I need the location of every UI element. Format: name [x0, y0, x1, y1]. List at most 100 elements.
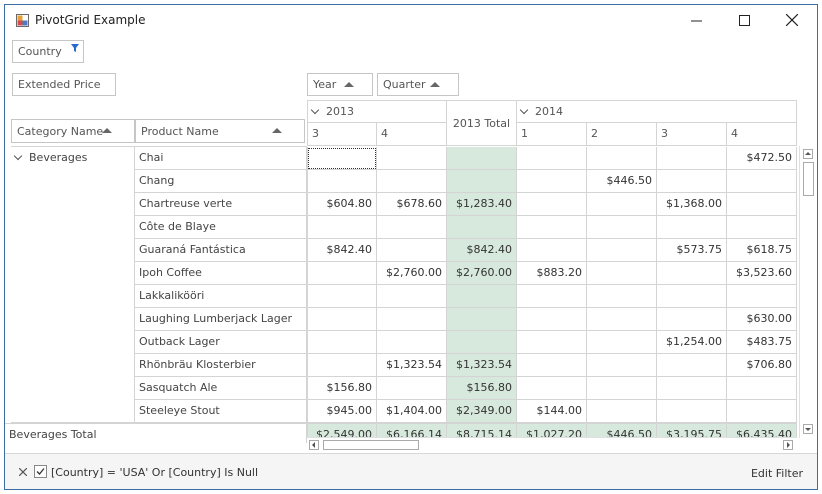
data-cell[interactable]: $573.75: [657, 239, 727, 262]
row-header-product[interactable]: Ipoh Coffee: [135, 262, 307, 285]
column-header-quarter[interactable]: 1: [517, 123, 587, 146]
filter-enabled-checkbox[interactable]: [34, 465, 47, 478]
row-header-product[interactable]: Chartreuse verte: [135, 193, 307, 216]
data-cell[interactable]: [377, 377, 447, 400]
data-cell[interactable]: [727, 216, 797, 239]
data-cell[interactable]: [307, 170, 377, 193]
chevron-down-icon[interactable]: [310, 105, 320, 115]
data-cell[interactable]: $156.80: [447, 377, 517, 400]
scroll-right-icon[interactable]: [783, 440, 793, 450]
data-cell[interactable]: $1,323.54: [447, 354, 517, 377]
data-cell[interactable]: [307, 285, 377, 308]
data-cell[interactable]: [517, 285, 587, 308]
data-cell[interactable]: $604.80: [307, 193, 377, 216]
filter-expression[interactable]: [Country] = 'USA' Or [Country] Is Null: [51, 466, 259, 479]
data-cell[interactable]: $842.40: [307, 239, 377, 262]
column-header-quarter[interactable]: 3: [307, 123, 377, 146]
data-cell[interactable]: [657, 262, 727, 285]
data-cell[interactable]: [447, 331, 517, 354]
row-field-category-name[interactable]: Category Name: [11, 119, 135, 143]
scroll-up-icon[interactable]: [803, 149, 813, 159]
data-cell[interactable]: [447, 147, 517, 170]
data-cell[interactable]: [517, 377, 587, 400]
data-cell[interactable]: [657, 354, 727, 377]
data-cell[interactable]: [587, 262, 657, 285]
data-cell[interactable]: $2,760.00: [447, 262, 517, 285]
data-cell[interactable]: [447, 216, 517, 239]
data-cell[interactable]: $2,760.00: [377, 262, 447, 285]
data-cell[interactable]: [517, 147, 587, 170]
data-cell[interactable]: $1,254.00: [657, 331, 727, 354]
data-cell[interactable]: [377, 216, 447, 239]
maximize-button[interactable]: [721, 5, 767, 35]
chevron-down-icon[interactable]: [519, 105, 529, 115]
data-cell[interactable]: [307, 354, 377, 377]
data-cell[interactable]: [587, 193, 657, 216]
column-field-year[interactable]: Year: [307, 73, 373, 96]
data-cell[interactable]: [657, 285, 727, 308]
data-cell[interactable]: $483.75: [727, 331, 797, 354]
horizontal-scroll-thumb[interactable]: [323, 440, 419, 450]
data-cell[interactable]: $706.80: [727, 354, 797, 377]
data-cell[interactable]: [587, 377, 657, 400]
column-header-quarter[interactable]: 3: [657, 123, 727, 146]
column-header-year-2013[interactable]: 2013: [307, 100, 447, 123]
data-field-extended-price[interactable]: Extended Price: [12, 73, 116, 96]
data-cell[interactable]: $3,523.60: [727, 262, 797, 285]
data-cell[interactable]: [307, 262, 377, 285]
data-cell[interactable]: [447, 170, 517, 193]
data-cell[interactable]: [657, 147, 727, 170]
data-cell[interactable]: $1,404.00: [377, 400, 447, 423]
data-cell[interactable]: [587, 354, 657, 377]
minimize-button[interactable]: [673, 5, 719, 35]
column-header-quarter[interactable]: 4: [727, 123, 797, 146]
data-cell[interactable]: [307, 308, 377, 331]
data-cell[interactable]: $144.00: [517, 400, 587, 423]
data-cell[interactable]: [587, 400, 657, 423]
clear-filter-icon[interactable]: [19, 468, 27, 476]
data-cell[interactable]: [727, 193, 797, 216]
column-field-quarter[interactable]: Quarter: [377, 73, 459, 96]
data-cell[interactable]: $1,283.40: [447, 193, 517, 216]
edit-filter-button[interactable]: Edit Filter: [750, 467, 803, 480]
data-cell[interactable]: $678.60: [377, 193, 447, 216]
data-cell[interactable]: [307, 216, 377, 239]
data-cell[interactable]: [657, 170, 727, 193]
data-cell[interactable]: [727, 285, 797, 308]
data-cell[interactable]: [587, 239, 657, 262]
data-cell[interactable]: [377, 239, 447, 262]
column-header-quarter[interactable]: 2: [587, 123, 657, 146]
data-cell[interactable]: [447, 308, 517, 331]
data-cell[interactable]: [587, 331, 657, 354]
column-header-quarter[interactable]: 4: [377, 123, 447, 146]
data-cell[interactable]: [377, 170, 447, 193]
data-cell[interactable]: [377, 331, 447, 354]
data-cell[interactable]: $883.20: [517, 262, 587, 285]
data-cell[interactable]: [657, 216, 727, 239]
data-cell[interactable]: [307, 147, 377, 170]
funnel-icon[interactable]: [71, 44, 79, 52]
data-cell[interactable]: [587, 308, 657, 331]
row-header-product[interactable]: Chang: [135, 170, 307, 193]
data-cell[interactable]: [727, 400, 797, 423]
data-cell[interactable]: [517, 239, 587, 262]
column-header-2013-total[interactable]: 2013 Total: [447, 100, 517, 146]
data-cell[interactable]: $618.75: [727, 239, 797, 262]
row-header-product[interactable]: Rhönbräu Klosterbier: [135, 354, 307, 377]
data-cell[interactable]: [377, 147, 447, 170]
close-button[interactable]: [769, 5, 815, 35]
horizontal-scrollbar[interactable]: [307, 437, 797, 451]
data-cell[interactable]: $2,349.00: [447, 400, 517, 423]
row-field-product-name[interactable]: Product Name: [135, 119, 305, 143]
row-header-product[interactable]: Côte de Blaye: [135, 216, 307, 239]
filter-field-country[interactable]: Country: [12, 40, 84, 63]
data-cell[interactable]: $472.50: [727, 147, 797, 170]
data-cell[interactable]: [447, 285, 517, 308]
row-header-product[interactable]: Laughing Lumberjack Lager: [135, 308, 307, 331]
data-cell[interactable]: $842.40: [447, 239, 517, 262]
scroll-down-icon[interactable]: [803, 424, 813, 434]
data-cell[interactable]: [657, 377, 727, 400]
data-cell[interactable]: $1,323.54: [377, 354, 447, 377]
scroll-left-icon[interactable]: [309, 440, 319, 450]
data-cell[interactable]: [657, 308, 727, 331]
